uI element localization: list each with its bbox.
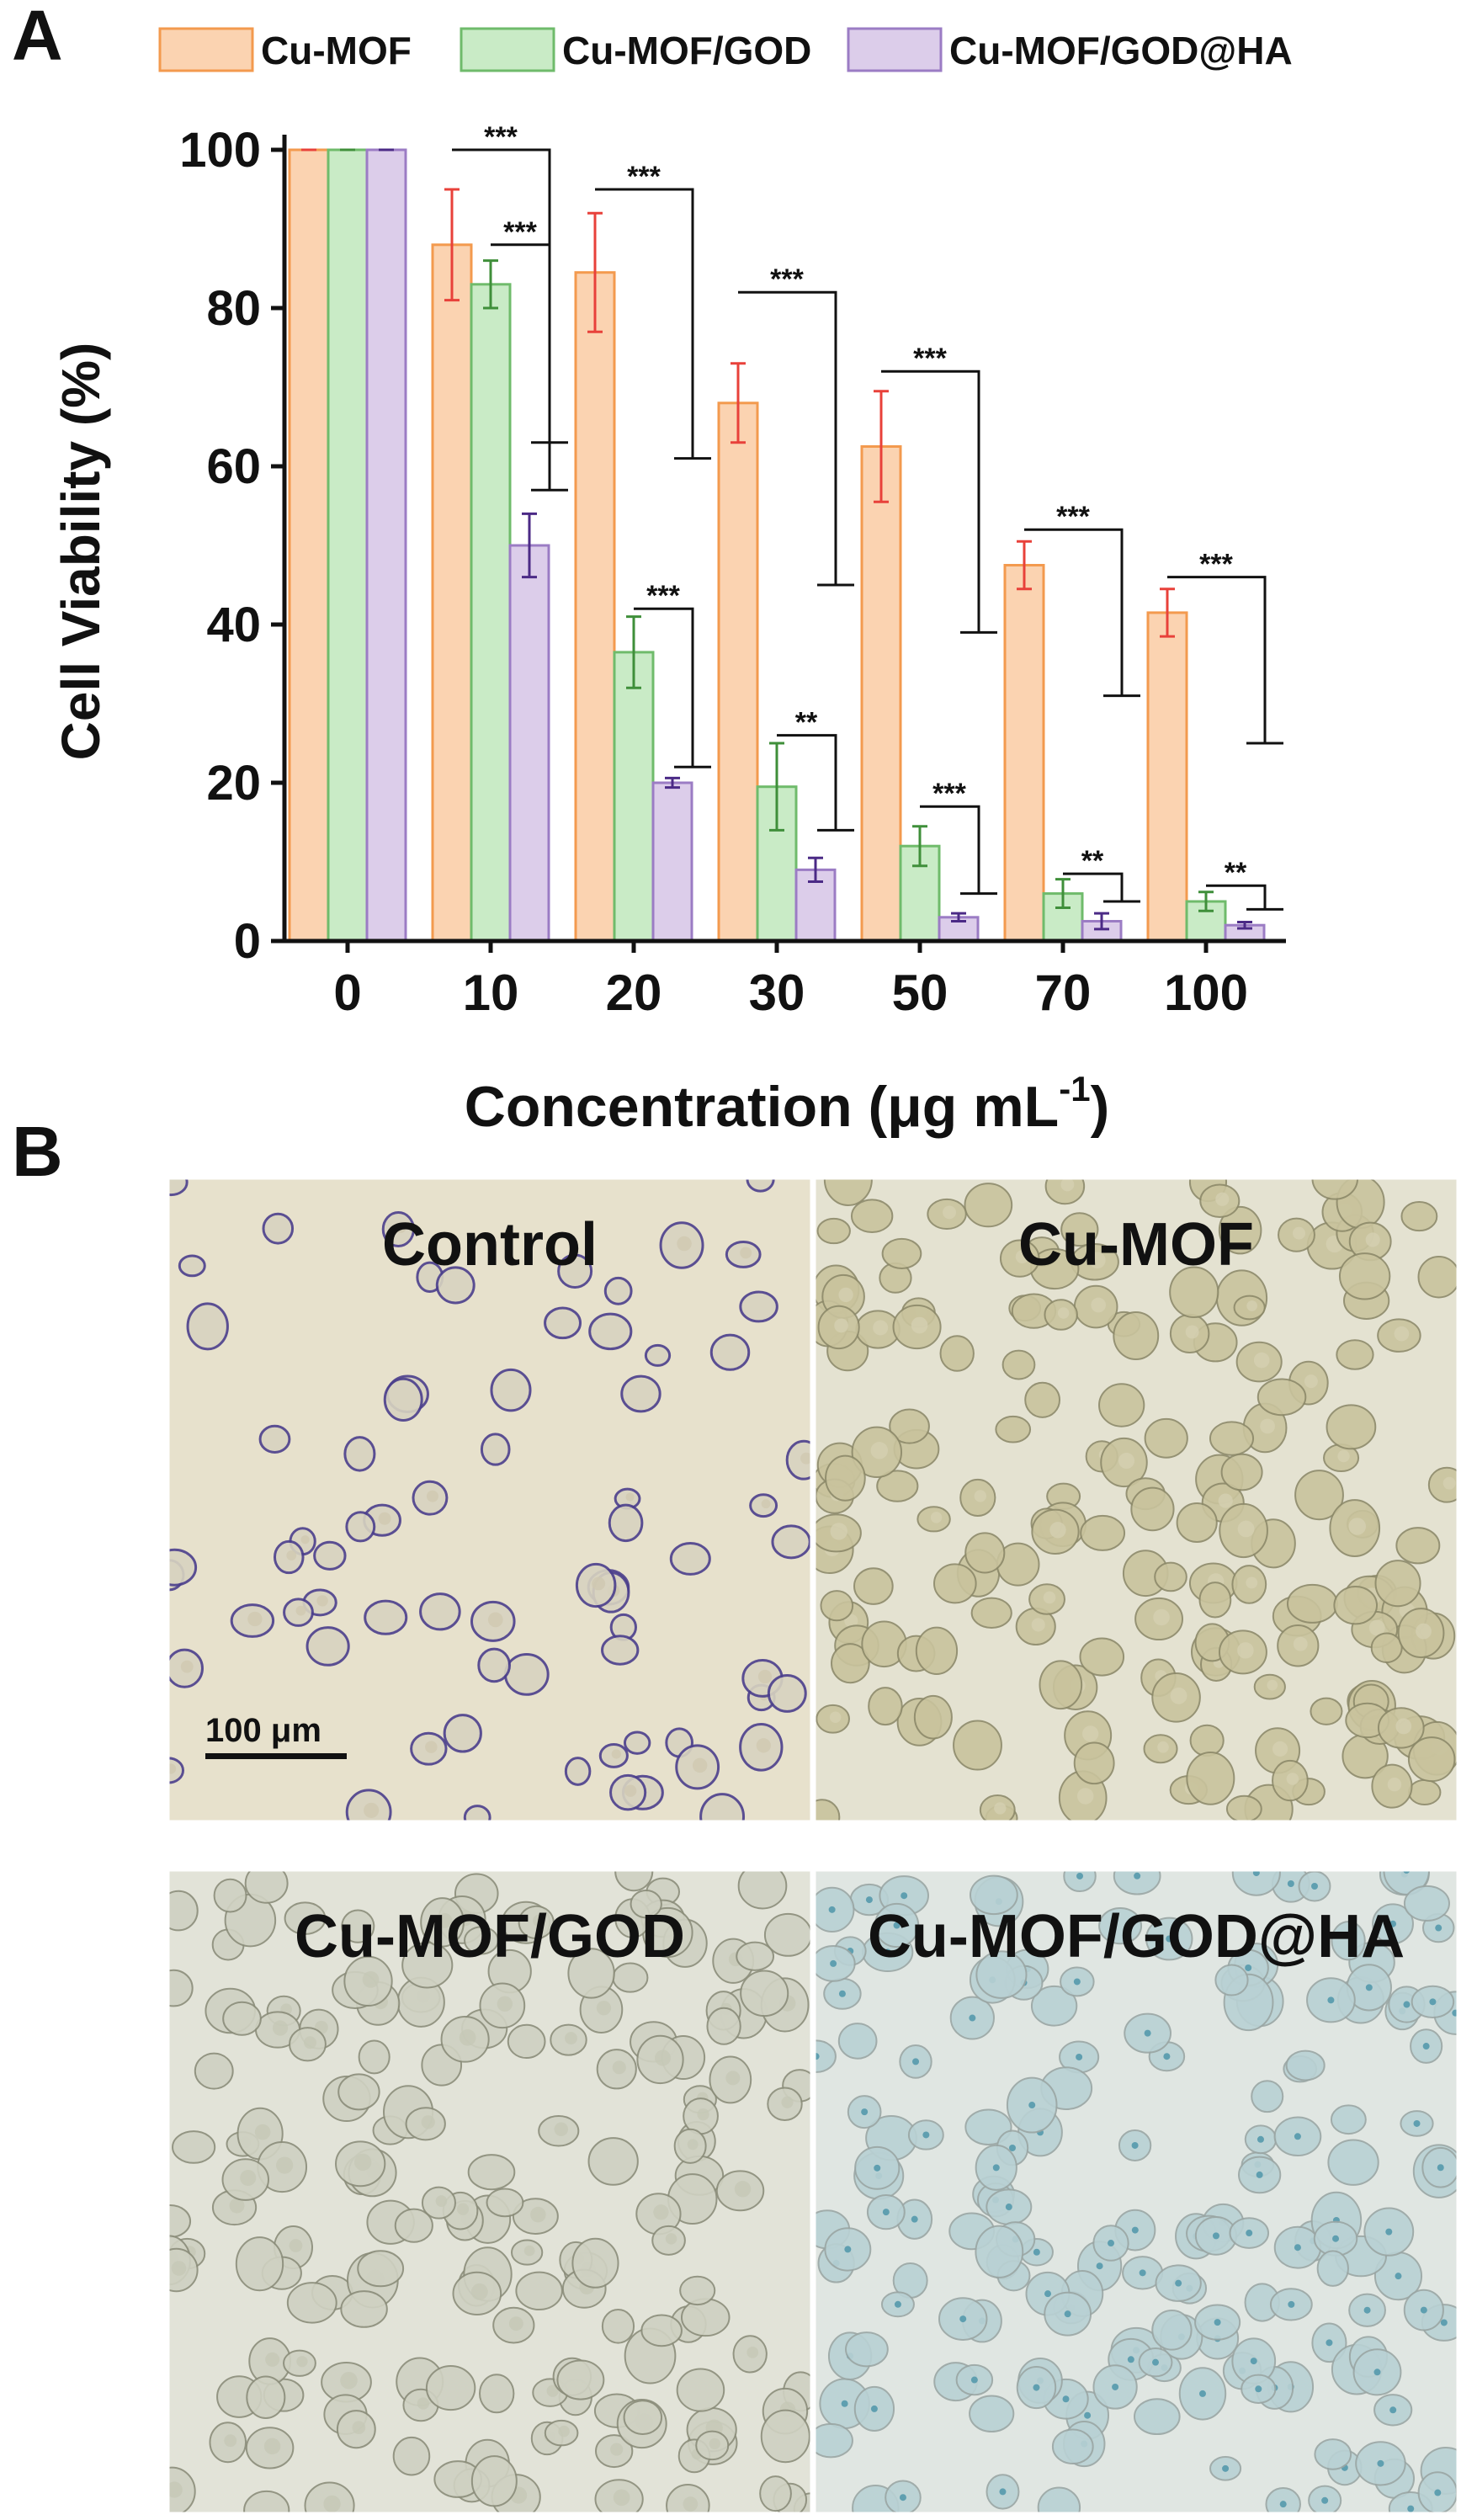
bar-cu-mof-god-0 [327, 148, 369, 943]
x-axis-label-sup: -1 [1059, 1069, 1090, 1108]
x-tick-label-70: 70 [1035, 965, 1092, 1021]
micrograph-cu-mof-god: Cu-MOF/GOD [168, 1870, 811, 2513]
error-bar-0-20 [587, 211, 603, 333]
legend-label-2: Cu-MOF/GOD@HA [949, 29, 1293, 72]
significance-bracket-1: *** [491, 216, 568, 492]
micrograph-texture-2 [168, 1870, 811, 2513]
y-tick-label-0: 0 [234, 914, 261, 969]
bar-cu-mof-20 [574, 271, 616, 943]
significance-bracket-3: *** [634, 580, 711, 768]
bar-cu-mof-god-ha-20 [651, 781, 693, 943]
error-bar-0-30 [731, 362, 746, 444]
bar-cu-mof-god-ha-0 [365, 148, 407, 943]
legend-entry-0: Cu-MOF [158, 27, 412, 72]
significance-label-11: ** [1225, 857, 1247, 889]
scale-bar-label: 100 μm [205, 1712, 321, 1749]
error-bar-2-50 [951, 912, 966, 922]
micrograph-texture-3 [815, 1870, 1458, 2513]
micrograph-label-cu-mof-god: Cu-MOF/GOD [295, 1903, 685, 1970]
error-bar-0-10 [444, 188, 460, 302]
error-bar-1-50 [912, 825, 927, 868]
micrograph-texture-1 [815, 1178, 1458, 1821]
micrograph-label-cu-mof: Cu-MOF [1018, 1211, 1254, 1279]
x-tick-label-0: 0 [333, 965, 361, 1021]
x-tick-label-50: 50 [892, 965, 948, 1021]
bar-cu-mof-10 [431, 243, 473, 943]
bar-cu-mof-god-10 [470, 283, 512, 943]
x-tick-label-100: 100 [1164, 965, 1248, 1021]
error-bar-0-70 [1017, 540, 1032, 591]
y-axis-label: Cell Viability (%) [50, 343, 111, 761]
legend-label-1: Cu-MOF/GOD [562, 29, 811, 72]
micrograph-cu-mof: Cu-MOF [815, 1178, 1458, 1821]
error-bar-2-100 [1237, 920, 1252, 930]
significance-label-1: *** [503, 216, 537, 248]
error-bar-1-70 [1055, 878, 1071, 910]
micrograph-label-cu-mof-god-ha: Cu-MOF/GOD@HA [867, 1903, 1405, 1970]
error-bar-1-100 [1198, 891, 1214, 912]
error-bar-2-20 [665, 776, 680, 789]
significance-label-10: *** [1199, 549, 1233, 581]
bar-cu-mof-30 [717, 401, 759, 943]
error-bar-2-30 [808, 856, 823, 883]
legend-entry-1: Cu-MOF/GOD [460, 27, 811, 72]
micrograph-control: Control 100 μm [168, 1178, 811, 1821]
bar-cu-mof-god-ha-10 [508, 544, 550, 943]
error-bar-0-50 [874, 390, 889, 503]
significance-label-5: ** [795, 707, 818, 739]
significance-bracket-4: *** [738, 263, 854, 587]
significance-bracket-5: ** [777, 707, 854, 832]
bar-cu-mof-50 [860, 445, 902, 943]
significance-bracket-8: *** [1024, 501, 1140, 698]
legend-swatch-1 [460, 27, 555, 72]
error-bar-2-70 [1094, 912, 1109, 931]
significance-bracket-9: ** [1063, 845, 1140, 903]
error-bar-0-100 [1160, 587, 1175, 638]
bar-cu-mof-100 [1146, 611, 1188, 943]
legend-swatch-2 [847, 27, 943, 72]
micrograph-label-control: Control [382, 1211, 598, 1279]
bar-cu-mof-god-20 [613, 651, 655, 943]
significance-bracket-2: *** [595, 161, 711, 460]
x-tick-label-10: 10 [463, 965, 519, 1021]
micrograph-texture-0 [168, 1178, 811, 1821]
significance-label-4: *** [770, 263, 804, 295]
y-tick-label-40: 40 [206, 598, 261, 652]
significance-bracket-10: *** [1167, 549, 1283, 745]
scale-bar-line [205, 1753, 347, 1759]
significance-bracket-11: ** [1206, 857, 1283, 911]
significance-label-3: *** [646, 580, 680, 612]
error-bar-1-30 [769, 742, 784, 832]
significance-label-2: *** [627, 161, 661, 193]
error-bar-2-10 [522, 512, 537, 579]
significance-bracket-7: *** [920, 778, 997, 896]
scale-bar: 100 μm [205, 1712, 347, 1759]
y-tick-label-100: 100 [179, 123, 261, 178]
significance-label-7: *** [932, 778, 966, 810]
y-tick-label-60: 60 [206, 439, 261, 494]
significance-label-9: ** [1081, 845, 1104, 877]
significance-label-8: *** [1056, 501, 1090, 533]
y-tick-label-20: 20 [206, 756, 261, 811]
legend-label-0: Cu-MOF [261, 29, 412, 72]
significance-bracket-6: *** [881, 343, 997, 634]
bar-cu-mof-70 [1003, 564, 1045, 943]
x-axis-label-close: ) [1091, 1075, 1110, 1139]
error-bar-1-10 [483, 259, 498, 310]
error-bar-1-20 [626, 615, 641, 689]
viability-bar-chart: ********************************* 020406… [50, 27, 1293, 1139]
significance-label-0: *** [484, 121, 518, 153]
panel-a-label: A [12, 0, 63, 75]
y-tick-label-80: 80 [206, 281, 261, 336]
panel-b-label: B [12, 1112, 63, 1191]
micrograph-cu-mof-god-ha: Cu-MOF/GOD@HA [815, 1870, 1458, 2513]
x-axis-label-main: Concentration (μg mL [465, 1075, 1059, 1139]
legend-swatch-0 [158, 27, 254, 72]
x-tick-label-20: 20 [606, 965, 662, 1021]
legend-entry-2: Cu-MOF/GOD@HA [847, 27, 1293, 72]
bar-cu-mof-0 [288, 148, 330, 943]
x-axis-label: Concentration (μg mL-1) [465, 1069, 1109, 1139]
x-tick-label-30: 30 [749, 965, 805, 1021]
significance-label-6: *** [913, 343, 947, 375]
